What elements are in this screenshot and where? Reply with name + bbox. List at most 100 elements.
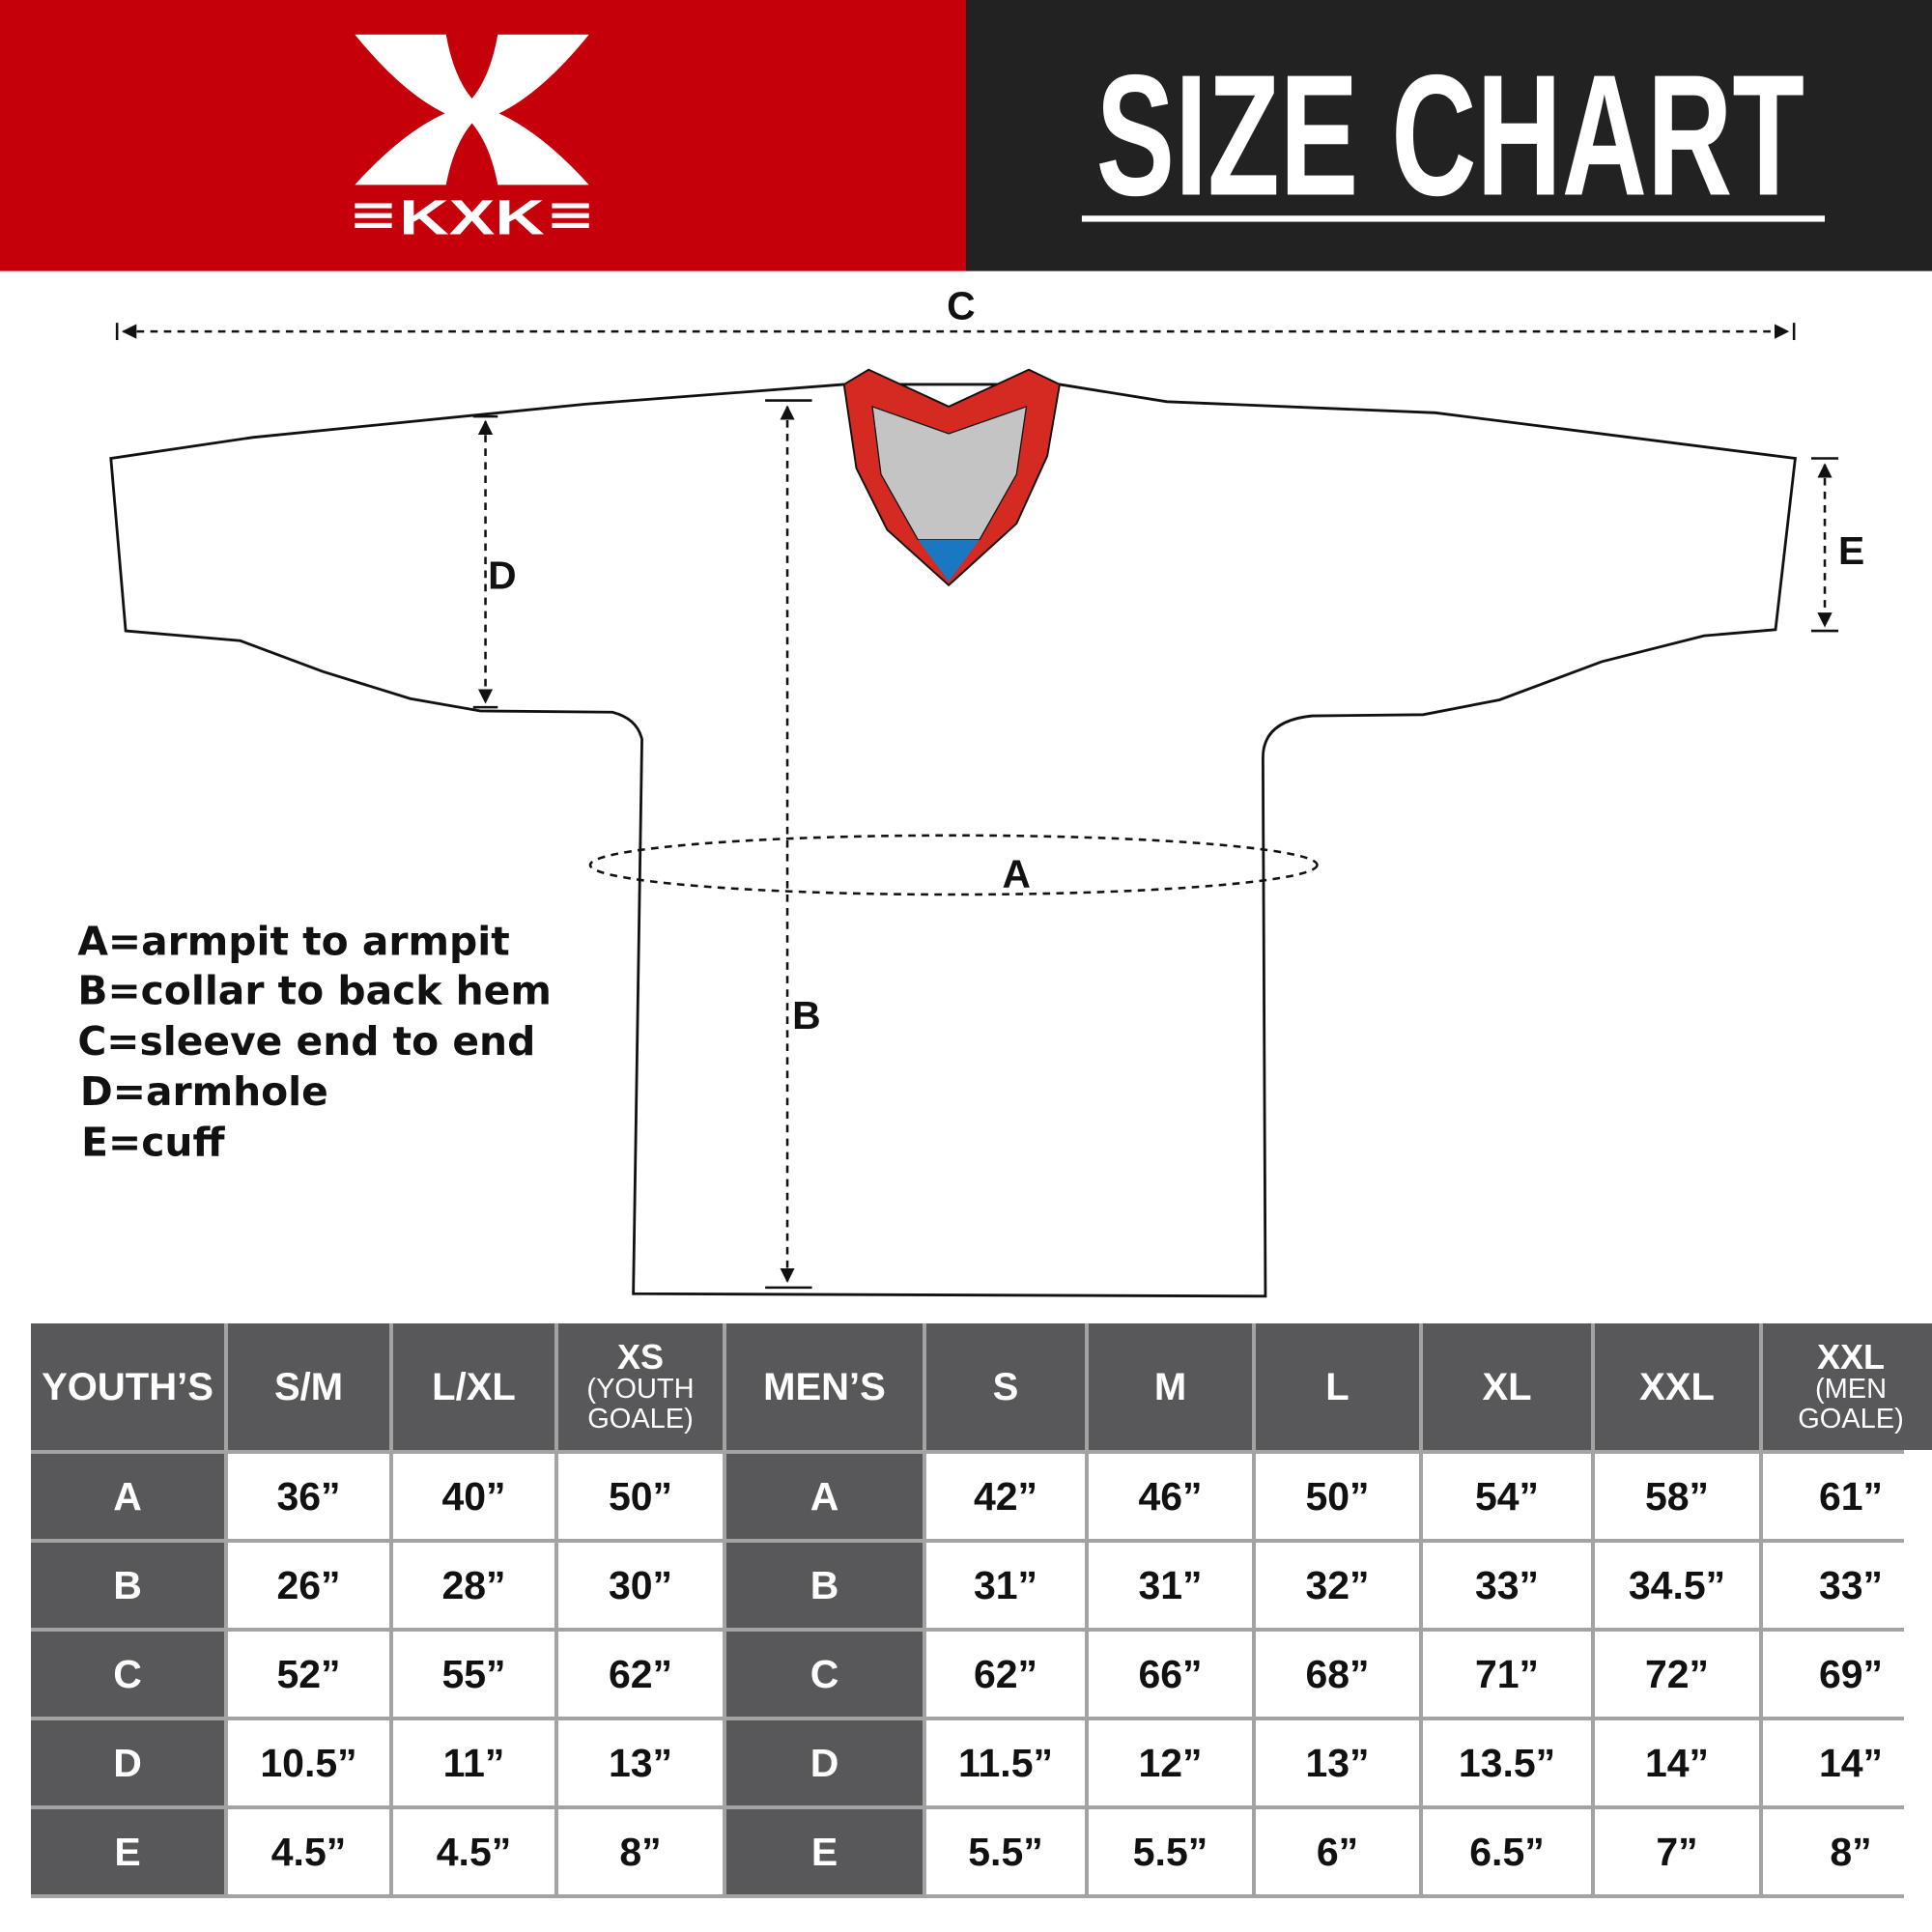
table-cell: 7” — [1595, 1809, 1759, 1894]
column-header: L/XL — [393, 1323, 554, 1450]
column-header: XL — [1423, 1323, 1591, 1450]
table-cell: 69” — [1763, 1632, 1932, 1717]
table-cell: 46” — [1089, 1454, 1252, 1539]
legend-item: C=sleeve end to end — [77, 1018, 535, 1065]
label-c: C — [947, 283, 975, 327]
table-cell: 30” — [558, 1543, 723, 1628]
measurement-legend: A=armpit to armpit B=collar to back hem … — [77, 919, 552, 1166]
label-d: D — [488, 554, 516, 598]
column-header-label: M — [1153, 1365, 1187, 1408]
title-panel — [966, 0, 1932, 271]
row-label: A — [31, 1454, 224, 1539]
table-cell: 6.5” — [1423, 1809, 1591, 1894]
table-cell: 5.5” — [926, 1809, 1085, 1894]
table-cell: 4.5” — [228, 1809, 389, 1894]
table-cell: 13” — [1256, 1720, 1419, 1805]
column-header-label: XXL — [1816, 1337, 1885, 1378]
table-cell: 4.5” — [393, 1809, 554, 1894]
column-header: S/M — [228, 1323, 389, 1450]
column-header-label: XL — [1482, 1365, 1532, 1408]
column-header: M — [1089, 1323, 1252, 1450]
row-label: E — [726, 1809, 923, 1894]
label-b: B — [792, 993, 820, 1037]
table-cell: 34.5” — [1595, 1543, 1759, 1628]
brand-logo: KXK — [355, 34, 589, 244]
collar-inner — [871, 405, 1028, 541]
table-cell: 8” — [1763, 1809, 1932, 1894]
column-header-label: YOUTH’S — [42, 1365, 213, 1408]
table-cell: 40” — [393, 1454, 554, 1539]
column-header-label: S/M — [273, 1365, 344, 1408]
table-cell: 13” — [558, 1720, 723, 1805]
table-cell: 66” — [1089, 1632, 1252, 1717]
row-label: D — [31, 1720, 224, 1805]
column-header: XXL — [1595, 1323, 1759, 1450]
size-table: YOUTH’S S/M L/XL XS (YOUTH GOALE) MEN’S S M L XL X… — [31, 1323, 1932, 1898]
table-cell: 5.5” — [1089, 1809, 1252, 1894]
table-cell: 71” — [1423, 1632, 1591, 1717]
label-a: A — [1003, 851, 1031, 895]
table-cell: 12” — [1089, 1720, 1252, 1805]
table-cell: 32” — [1256, 1543, 1419, 1628]
column-header-sublabel: (MEN GOALE) — [1798, 1374, 1904, 1435]
column-header: XS (YOUTH GOALE) — [558, 1323, 723, 1450]
collar-tag — [918, 539, 980, 582]
row-label: B — [726, 1543, 923, 1628]
table-cell: 11” — [393, 1720, 554, 1805]
table-cell: 68” — [1256, 1632, 1419, 1717]
table-cell: 28” — [393, 1543, 554, 1628]
dimension-lines — [115, 323, 1839, 1290]
table-cell: 52” — [228, 1632, 389, 1717]
table-cell: 50” — [558, 1454, 723, 1539]
dimension-a — [588, 834, 1319, 896]
table-cell: 26” — [228, 1543, 389, 1628]
column-header: L — [1256, 1323, 1419, 1450]
legend-item: A=armpit to armpit — [77, 919, 509, 965]
table-cell: 31” — [926, 1543, 1085, 1628]
table-cell: 33” — [1423, 1543, 1591, 1628]
table-cell: 54” — [1423, 1454, 1591, 1539]
jersey-outline — [109, 383, 1797, 1298]
table-cell: 61” — [1763, 1454, 1932, 1539]
label-e: E — [1838, 528, 1864, 573]
legend-item: D=armhole — [80, 1068, 328, 1115]
table-cell: 14” — [1595, 1720, 1759, 1805]
table-cell: 31” — [1089, 1543, 1252, 1628]
table-cell: 11.5” — [926, 1720, 1085, 1805]
column-header: S — [926, 1323, 1085, 1450]
row-label: D — [726, 1720, 923, 1805]
brand-wordmark: KXK — [399, 189, 545, 244]
page-title: SIZE CHART — [1096, 39, 1804, 232]
legend-item: B=collar to back hem — [77, 968, 552, 1014]
table-cell: 8” — [558, 1809, 723, 1894]
table-cell: 33” — [1763, 1543, 1932, 1628]
table-cell: 50” — [1256, 1454, 1419, 1539]
column-header-label: S — [992, 1365, 1019, 1408]
table-cell: 55” — [393, 1632, 554, 1717]
table-cell: 62” — [926, 1632, 1085, 1717]
column-header-label: MEN’S — [763, 1365, 886, 1408]
row-label: C — [31, 1632, 224, 1717]
column-header-label: L/XL — [432, 1365, 516, 1408]
column-header: MEN’S — [726, 1323, 923, 1450]
title-underline — [1081, 215, 1826, 222]
table-cell: 10.5” — [228, 1720, 389, 1805]
table-cell: 62” — [558, 1632, 723, 1717]
table-cell: 72” — [1595, 1632, 1759, 1717]
column-header-label: L — [1325, 1365, 1350, 1408]
column-header-label: XS — [616, 1337, 665, 1378]
row-label: C — [726, 1632, 923, 1717]
table-cell: 58” — [1595, 1454, 1759, 1539]
row-label: B — [31, 1543, 224, 1628]
table-cell: 14” — [1763, 1720, 1932, 1805]
table-cell: 13.5” — [1423, 1720, 1591, 1805]
row-label: E — [31, 1809, 224, 1894]
column-header: XXL (MEN GOALE) — [1763, 1323, 1932, 1450]
row-label: A — [726, 1454, 923, 1539]
column-header: YOUTH’S — [31, 1323, 224, 1450]
table-cell: 42” — [926, 1454, 1085, 1539]
column-header-sublabel: (YOUTH GOALE) — [586, 1374, 695, 1435]
legend-item: E=cuff — [81, 1119, 225, 1165]
table-cell: 36” — [228, 1454, 389, 1539]
